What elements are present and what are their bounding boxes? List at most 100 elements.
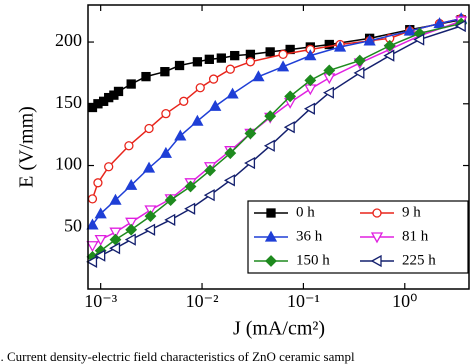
marker — [265, 47, 275, 57]
marker — [454, 19, 466, 33]
marker — [363, 34, 376, 46]
marker — [264, 230, 278, 242]
marker — [276, 60, 290, 72]
marker — [372, 208, 382, 218]
marker — [104, 162, 114, 172]
y-tick-label: 50 — [64, 215, 82, 235]
marker — [87, 194, 98, 204]
marker — [278, 49, 288, 60]
marker — [245, 57, 256, 67]
marker — [204, 54, 214, 64]
marker — [413, 33, 425, 46]
x-tick-label: 10⁻¹ — [287, 291, 320, 311]
marker — [304, 49, 317, 61]
legend: 0 h 9 h 36 h 81 h 150 h 225 h — [247, 200, 469, 274]
marker — [226, 87, 239, 99]
marker — [383, 39, 396, 52]
plot-frame — [87, 4, 470, 290]
legend-label: 225 h — [402, 252, 436, 268]
marker — [93, 178, 103, 188]
marker — [353, 54, 366, 67]
marker — [94, 207, 107, 219]
marker — [94, 249, 106, 262]
marker — [109, 193, 122, 205]
marker — [333, 40, 347, 52]
marker — [144, 223, 156, 236]
marker — [244, 156, 256, 170]
marker — [164, 194, 177, 207]
marker — [433, 17, 446, 29]
marker — [265, 255, 277, 267]
marker — [230, 50, 240, 61]
marker — [223, 174, 235, 187]
marker — [263, 139, 275, 152]
caption: 2. Current density-electric field charac… — [0, 349, 355, 364]
marker — [125, 178, 138, 190]
marker — [164, 213, 176, 226]
marker — [195, 83, 205, 93]
marker — [208, 74, 219, 84]
legend-label: 9 h — [402, 204, 421, 220]
marker — [203, 189, 215, 202]
x-axis-label: J (mA/cm²) — [233, 318, 325, 340]
marker — [124, 233, 136, 246]
marker — [109, 242, 121, 255]
series-line — [91, 17, 462, 226]
legend-label: 0 h — [296, 204, 315, 220]
marker — [174, 129, 187, 141]
marker — [142, 161, 156, 173]
x-tick-label: 10⁻² — [186, 291, 219, 311]
marker — [370, 254, 382, 268]
marker — [264, 110, 277, 123]
marker — [113, 86, 124, 97]
marker — [86, 255, 98, 268]
marker — [323, 64, 336, 77]
marker — [303, 102, 315, 115]
legend-label: 81 h — [402, 228, 429, 244]
marker — [125, 223, 138, 236]
marker — [161, 109, 171, 119]
marker — [284, 90, 297, 103]
marker — [304, 74, 317, 87]
marker — [86, 241, 99, 253]
marker — [244, 127, 257, 140]
marker — [184, 180, 197, 193]
x-tick-label: 10⁻³ — [84, 291, 118, 311]
marker — [174, 60, 185, 71]
marker — [383, 49, 395, 62]
marker — [126, 79, 136, 89]
marker — [224, 147, 237, 160]
y-axis-label: E (V/mm) — [16, 106, 38, 188]
marker — [141, 71, 151, 82]
y-tick-label: 200 — [55, 30, 82, 50]
marker — [109, 227, 122, 239]
marker — [144, 210, 157, 223]
marker — [304, 84, 317, 96]
marker — [124, 141, 134, 151]
marker — [125, 217, 138, 229]
y-tick-label: 150 — [55, 92, 82, 112]
legend-label: 36 h — [296, 228, 323, 244]
marker — [324, 39, 334, 50]
marker — [191, 114, 204, 126]
marker — [403, 24, 416, 36]
marker — [144, 123, 154, 134]
marker — [266, 208, 276, 218]
marker — [225, 64, 235, 74]
marker — [94, 234, 107, 246]
marker — [86, 218, 99, 230]
marker — [159, 146, 172, 158]
plot-area — [86, 12, 468, 268]
marker — [353, 66, 365, 80]
marker — [192, 57, 203, 67]
marker — [252, 70, 265, 82]
marker — [370, 232, 384, 244]
marker — [209, 99, 222, 111]
marker — [204, 164, 216, 177]
marker — [283, 121, 295, 134]
marker — [216, 53, 226, 63]
legend-label: 150 h — [296, 252, 330, 268]
y-tick-label: 100 — [55, 154, 82, 174]
marker — [109, 233, 122, 246]
marker — [160, 67, 170, 77]
